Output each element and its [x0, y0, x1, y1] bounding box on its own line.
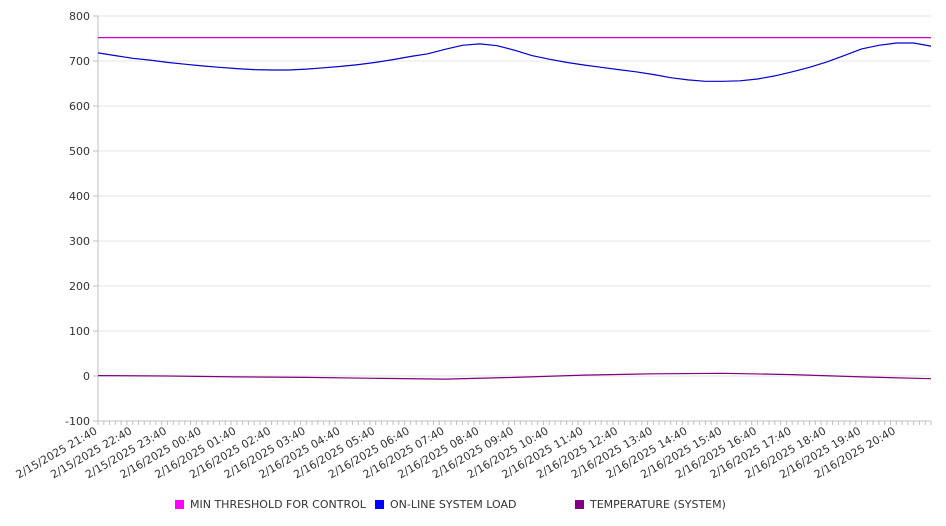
legend-label-min-threshold: MIN THRESHOLD FOR CONTROL	[190, 498, 366, 511]
y-tick-label: 200	[69, 280, 90, 293]
grid-lines	[98, 15, 931, 422]
y-tick-label: 800	[69, 10, 90, 23]
legend-swatch-temperature	[575, 500, 584, 509]
y-tick-label: -100	[65, 415, 90, 428]
series-line-system-load	[97, 42, 932, 82]
y-tick-label: 600	[69, 100, 90, 113]
y-tick-label: 0	[83, 370, 90, 383]
series-lines	[97, 37, 932, 380]
legend-item-system-load: ON-LINE SYSTEM LOAD	[375, 498, 516, 511]
legend-swatch-min-threshold	[175, 500, 184, 509]
y-tick-label: 100	[69, 325, 90, 338]
legend-label-system-load: ON-LINE SYSTEM LOAD	[390, 498, 517, 511]
y-tick-labels: 800 700 600 500 400 300 200 100 0 -100	[65, 10, 90, 428]
y-tick-label: 500	[69, 145, 90, 158]
y-tick-label: 300	[69, 235, 90, 248]
x-tick-labels: 2/15/2025 21:402/15/2025 22:402/15/2025 …	[14, 424, 898, 481]
series-line-temperature	[97, 372, 932, 380]
axes	[93, 15, 932, 425]
legend-label-temperature: TEMPERATURE (SYSTEM)	[590, 498, 726, 511]
legend-swatch-system-load	[375, 500, 384, 509]
y-tick-label: 400	[69, 190, 90, 203]
legend-item-min-threshold: MIN THRESHOLD FOR CONTROL	[175, 498, 366, 511]
legend: MIN THRESHOLD FOR CONTROL ON-LINE SYSTEM…	[0, 498, 946, 514]
legend-item-temperature: TEMPERATURE (SYSTEM)	[575, 498, 726, 511]
y-tick-label: 700	[69, 55, 90, 68]
